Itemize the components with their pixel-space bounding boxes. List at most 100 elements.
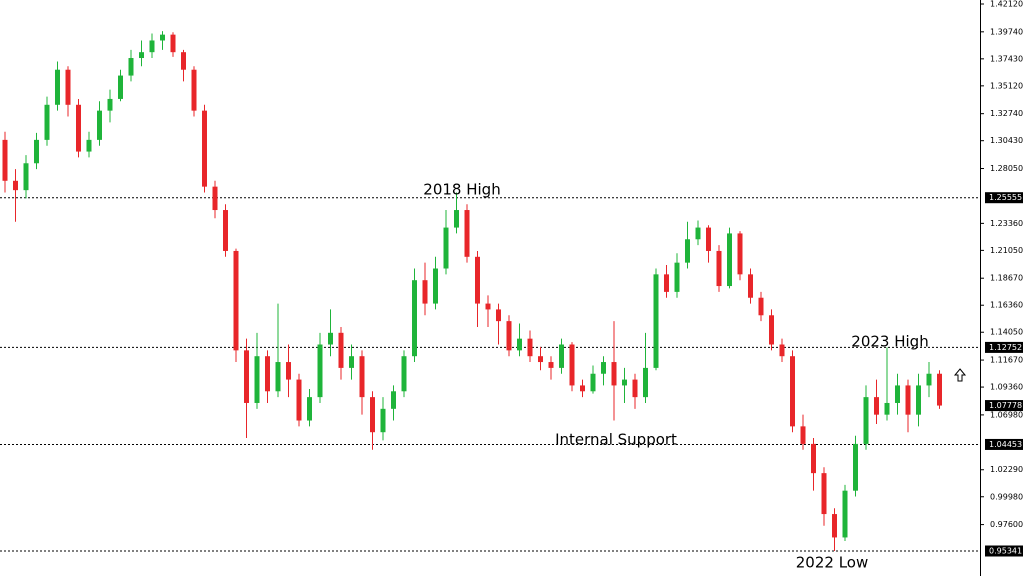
candle-body bbox=[643, 367, 648, 398]
candle-body bbox=[338, 332, 344, 368]
last-price-box bbox=[985, 400, 1023, 412]
candle-body bbox=[118, 75, 123, 99]
y-tick-label: 0.99980 bbox=[990, 492, 1023, 501]
candle-body bbox=[139, 52, 144, 59]
candle-body bbox=[842, 490, 848, 538]
candle-body bbox=[895, 385, 900, 403]
candle-body bbox=[380, 408, 386, 433]
y-tick-label: 1.42120 bbox=[990, 0, 1023, 8]
candle-body bbox=[422, 280, 428, 304]
last-price-label: 1.07778 bbox=[989, 401, 1022, 410]
y-tick-label: 1.32740 bbox=[990, 109, 1023, 118]
candle-body bbox=[160, 34, 165, 41]
candle-body bbox=[275, 362, 281, 392]
candle-body bbox=[601, 362, 606, 374]
candle-body bbox=[569, 344, 575, 386]
candle-body bbox=[412, 280, 417, 357]
candle-body bbox=[391, 391, 396, 409]
level-label: 1.25555 bbox=[989, 193, 1022, 202]
candle-body bbox=[905, 385, 911, 415]
candle-body bbox=[128, 58, 134, 76]
candle-body bbox=[485, 303, 491, 310]
candle-body bbox=[97, 110, 102, 140]
candle-body bbox=[800, 426, 806, 444]
y-tick-label: 1.30430 bbox=[990, 136, 1023, 145]
y-tick-label: 1.37430 bbox=[990, 54, 1023, 63]
level-box bbox=[985, 438, 1023, 450]
candle-body bbox=[496, 309, 501, 322]
candle-body bbox=[212, 186, 218, 211]
candle-body bbox=[884, 402, 890, 415]
candle-body bbox=[611, 362, 617, 386]
candle-body bbox=[149, 40, 155, 53]
candle-body bbox=[926, 373, 932, 386]
candle-body bbox=[107, 98, 113, 111]
candle-body bbox=[55, 69, 60, 105]
candle-body bbox=[191, 69, 197, 111]
candle-body bbox=[863, 397, 869, 444]
candle-body bbox=[370, 397, 375, 433]
y-tick-label: 1.06980 bbox=[990, 410, 1023, 419]
y-tick-label: 1.18670 bbox=[990, 274, 1023, 283]
candle-body bbox=[244, 350, 249, 403]
y-tick-label: 1.11670 bbox=[990, 356, 1023, 365]
candle-body bbox=[401, 356, 407, 392]
level-label: 1.04453 bbox=[989, 440, 1022, 449]
candle-body bbox=[695, 227, 701, 240]
y-tick-label: 1.23360 bbox=[990, 219, 1023, 228]
candle-body bbox=[202, 110, 207, 187]
candle-body bbox=[685, 239, 690, 263]
candle-body bbox=[265, 356, 270, 392]
candle-body bbox=[76, 104, 81, 152]
candle-body bbox=[527, 338, 533, 357]
candle-body bbox=[937, 373, 942, 406]
candle-body bbox=[737, 233, 743, 275]
annotation: 2022 Low bbox=[796, 554, 868, 572]
candle-body bbox=[653, 274, 659, 368]
candle-body bbox=[779, 344, 785, 357]
candle-body bbox=[811, 443, 816, 474]
candle-body bbox=[874, 397, 879, 415]
candle-body bbox=[65, 69, 71, 105]
candle-body bbox=[233, 250, 239, 351]
annotation: 2023 High bbox=[851, 333, 928, 351]
candle-body bbox=[580, 385, 585, 392]
level-box bbox=[985, 545, 1023, 557]
candle-body bbox=[506, 321, 512, 351]
y-tick-label: 1.21050 bbox=[990, 246, 1023, 255]
candle-body bbox=[853, 443, 858, 491]
candle-body bbox=[317, 344, 323, 398]
y-tick-label: 1.16360 bbox=[990, 301, 1023, 310]
candle-body bbox=[307, 397, 312, 421]
candle-body bbox=[832, 514, 837, 538]
candle-body bbox=[44, 104, 50, 140]
y-tick-label: 1.02290 bbox=[990, 465, 1023, 474]
candle-body bbox=[443, 227, 449, 269]
annotation: 2018 High bbox=[423, 181, 500, 199]
candle-body bbox=[2, 139, 8, 181]
candle-body bbox=[296, 379, 302, 421]
candle-body bbox=[13, 180, 18, 191]
candle-body bbox=[359, 356, 365, 398]
candle-body bbox=[559, 344, 564, 368]
candle-body bbox=[622, 379, 627, 386]
y-tick-label: 1.09360 bbox=[990, 383, 1023, 392]
candle-body bbox=[664, 274, 669, 292]
level-box bbox=[985, 341, 1023, 353]
candle-body bbox=[181, 52, 186, 70]
candle-body bbox=[769, 315, 774, 345]
candle-body bbox=[86, 139, 92, 152]
candle-body bbox=[433, 268, 438, 304]
candle-body bbox=[538, 356, 543, 363]
candle-body bbox=[23, 163, 29, 191]
level-box bbox=[985, 192, 1023, 204]
candle-body bbox=[34, 139, 39, 164]
level-label: 1.12752 bbox=[989, 343, 1022, 352]
candle-body bbox=[464, 210, 470, 257]
candle-body bbox=[758, 297, 764, 316]
candle-body bbox=[517, 338, 522, 351]
y-tick-label: 1.35120 bbox=[990, 81, 1023, 90]
level-label: 0.95341 bbox=[989, 546, 1022, 555]
candle-body bbox=[674, 262, 680, 292]
arrow-icon bbox=[953, 368, 967, 382]
